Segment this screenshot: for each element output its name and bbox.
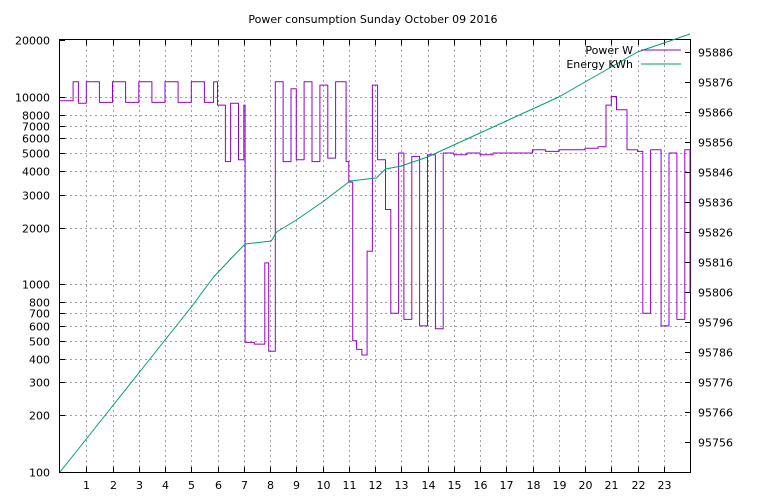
y-tick-label: 700: [29, 308, 50, 321]
x-tick-label: 8: [267, 479, 274, 492]
x-tick-label: 10: [317, 479, 331, 492]
x-tick-label: 2: [110, 479, 117, 492]
y-tick-label: 400: [29, 354, 50, 367]
y-tick-label: 20000: [15, 35, 50, 48]
x-tick-label: 15: [448, 479, 462, 492]
x-tick-label: 5: [188, 479, 195, 492]
y2-tick-label: 95816: [698, 257, 733, 270]
energy-series-line: [59, 33, 691, 473]
x-tick-label: 12: [369, 479, 383, 492]
y2-tick-label: 95796: [698, 317, 733, 330]
x-tick-label: 18: [527, 479, 541, 492]
y-tick-label: 3000: [22, 190, 50, 203]
y2-tick-label: 95846: [698, 167, 733, 180]
y2-tick-label: 95856: [698, 137, 733, 150]
y-tick-label: 2000: [22, 223, 50, 236]
y-tick-label: 800: [29, 297, 50, 310]
power-series-line: [60, 81, 691, 356]
y-tick-label: 6000: [22, 133, 50, 146]
x-tick-label: 4: [162, 479, 169, 492]
x-tick-label: 14: [422, 479, 436, 492]
y-tick-label: 5000: [22, 148, 50, 161]
x-tick-label: 16: [474, 479, 488, 492]
x-tick-label: 19: [553, 479, 567, 492]
x-tick-label: 1: [83, 479, 90, 492]
axis-ticks: 1 2 3 4 5 6 7 8 9 10 11 12 13 14 15 16 17 18 19 20 21 22 23100…: [15, 35, 733, 493]
y2-tick-label: 95866: [698, 107, 733, 120]
x-tick-label: 23: [658, 479, 672, 492]
y-tick-label: 600: [29, 321, 50, 334]
y-tick-label: 7000: [22, 121, 50, 134]
x-tick-label: 13: [395, 479, 409, 492]
x-tick-label: 22: [632, 479, 646, 492]
x-tick-label: 11: [343, 479, 357, 492]
y2-tick-label: 95756: [698, 437, 733, 450]
y2-tick-label: 95826: [698, 227, 733, 240]
y2-tick-label: 95806: [698, 287, 733, 300]
y-tick-label: 100: [29, 467, 50, 480]
x-tick-label: 21: [605, 479, 619, 492]
y2-tick-label: 95886: [698, 47, 733, 60]
grid-lines: [60, 40, 690, 472]
legend-label: Energy KWh: [566, 58, 633, 71]
x-tick-label: 7: [241, 479, 248, 492]
y-tick-label: 300: [29, 377, 50, 390]
y2-tick-label: 95786: [698, 347, 733, 360]
x-tick-label: 3: [136, 479, 143, 492]
y-tick-label: 500: [29, 336, 50, 349]
y2-tick-label: 95876: [698, 77, 733, 90]
legend-label: Power W: [585, 44, 633, 57]
series-lines: [59, 33, 691, 473]
y-tick-label: 10000: [15, 92, 50, 105]
y2-tick-label: 95836: [698, 197, 733, 210]
x-tick-label: 6: [215, 479, 222, 492]
y-tick-label: 200: [29, 410, 50, 423]
chart-title: Power consumption Sunday October 09 2016: [248, 13, 497, 26]
y-tick-label: 1000: [22, 279, 50, 292]
y2-tick-label: 95766: [698, 407, 733, 420]
x-tick-label: 9: [293, 479, 300, 492]
x-tick-label: 17: [500, 479, 514, 492]
y-tick-label: 8000: [22, 110, 50, 123]
y-tick-label: 4000: [22, 166, 50, 179]
x-tick-label: 20: [579, 479, 593, 492]
y2-tick-label: 95776: [698, 377, 733, 390]
